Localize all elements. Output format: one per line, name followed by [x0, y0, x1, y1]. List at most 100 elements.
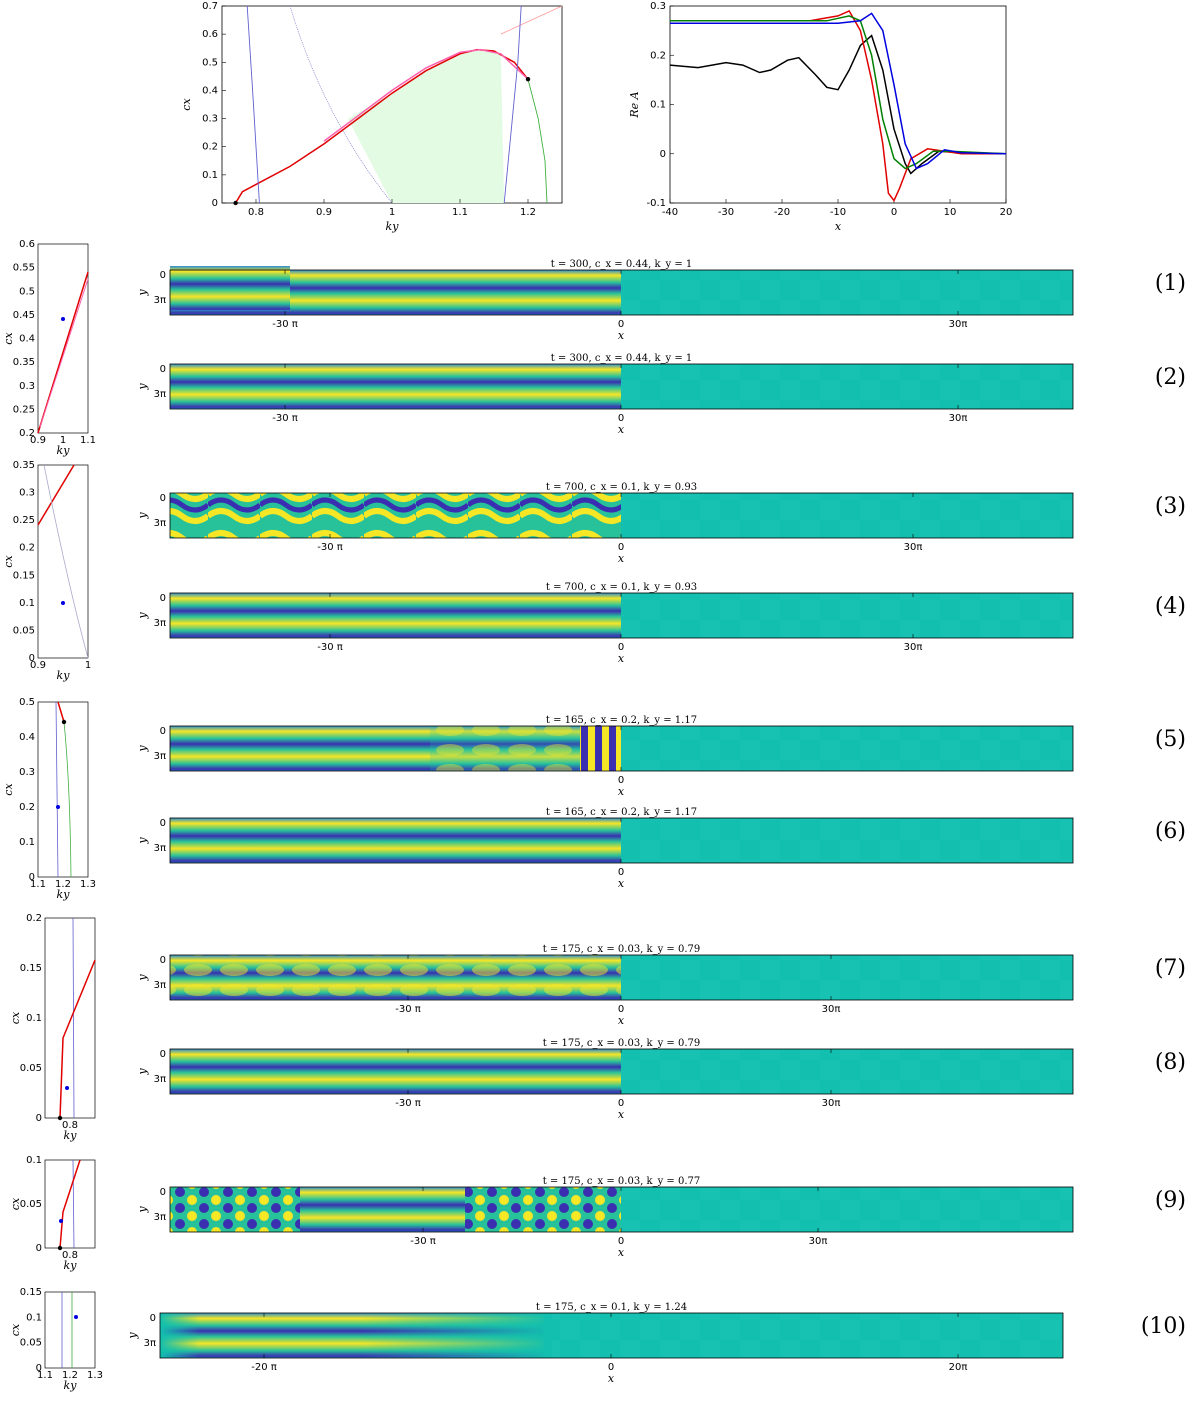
stripe-region	[465, 1187, 621, 1232]
x-tick-label: -10	[830, 207, 846, 218]
row-number: (5)	[1155, 727, 1186, 752]
x-tick-label: -20 π	[251, 1362, 277, 1373]
y-tick-label: 0.2	[202, 142, 218, 153]
x-tick-label: 0	[618, 867, 624, 878]
pattern-frame	[169, 592, 1074, 639]
pattern-frame	[169, 725, 1074, 772]
stripe-region	[170, 1049, 621, 1094]
series-line-2	[246, 5, 260, 204]
plot-area	[669, 5, 1007, 204]
x-tick-label: 0.8	[62, 1120, 78, 1131]
x-tick-label: 0	[618, 542, 624, 553]
x-tick-label: 0	[618, 1098, 624, 1109]
series-line	[55, 701, 59, 878]
x-tick-label: 0.8	[62, 1250, 78, 1261]
data-point	[61, 601, 65, 605]
series-line	[39, 278, 89, 428]
x-axis-label: x	[618, 1108, 625, 1121]
x-tick-label: -30 π	[272, 319, 298, 330]
y-axis-label: y	[136, 1068, 149, 1076]
series-line	[59, 1159, 81, 1249]
row-title: t = 300, c_x = 0.44, k_y = 1	[551, 259, 693, 270]
y-tick-label: -0.1	[646, 198, 666, 209]
y-tick-label: 0.3	[19, 767, 35, 778]
side-plot-area	[44, 1291, 96, 1369]
pattern-rows: t = 300, c_x = 0.44, k_y = 1 0 3π y -30 π 0 30…	[126, 259, 1186, 1385]
y-tick-label: 0.05	[20, 1199, 42, 1210]
series-line-3	[503, 5, 522, 204]
pattern-frame	[169, 954, 1074, 1001]
stripe-region	[170, 1187, 300, 1232]
y-tick-label: 0.55	[13, 263, 35, 274]
y-tick-label: 0	[29, 872, 35, 883]
side-chart: 0.2 0.25 0.3 0.35 0.4 0.45 0.5 0.55 0.6 0.9 1 1.1 ky…	[2, 239, 96, 457]
y-tick-label: 0.1	[650, 100, 666, 111]
x-tick-label: 0	[891, 207, 897, 218]
y-axis-label: y	[136, 974, 149, 982]
y-tick-label: 0.3	[650, 1, 666, 12]
y-tick-label: 0	[36, 1243, 42, 1254]
row-title: t = 175, c_x = 0.03, k_y = 0.77	[543, 1176, 701, 1187]
y-tick-label: 0.4	[202, 85, 218, 96]
stripe-region	[170, 726, 430, 771]
fade-overlay	[160, 1313, 200, 1358]
x-axis-label: x	[618, 877, 625, 890]
x-tick-label: -30 π	[395, 1004, 421, 1015]
row-title: t = 700, c_x = 0.1, k_y = 0.93	[546, 582, 697, 593]
x-tick-label: 0	[618, 642, 624, 653]
x-tick-label: 0	[618, 1236, 624, 1247]
x-tick-label: 30π	[949, 319, 968, 330]
x-tick-label: 1.3	[80, 879, 96, 890]
x-axis-label: x	[618, 552, 625, 565]
y-tick-label: 0.25	[13, 515, 35, 526]
row-title: t = 175, c_x = 0.03, k_y = 0.79	[543, 1038, 701, 1049]
pattern-row: t = 300, c_x = 0.44, k_y = 1 0 3π y -30 π 0 30…	[136, 353, 1186, 436]
row-number: (4)	[1155, 594, 1186, 619]
row-title: t = 165, c_x = 0.2, k_y = 1.17	[546, 715, 697, 726]
row-title: t = 175, c_x = 0.03, k_y = 0.79	[543, 944, 701, 955]
y-tick-label: 0.5	[19, 286, 35, 297]
pattern-row: t = 700, c_x = 0.1, k_y = 0.93 0 3π y -30 π 0…	[136, 482, 1186, 565]
y-tick-label: 0.1	[19, 598, 35, 609]
side-chart: 0 0.05 0.1 0.8ky cx	[9, 1155, 96, 1272]
y-tick-label: 0.25	[13, 404, 35, 415]
x-tick-label: 30π	[822, 1004, 841, 1015]
x-tick-label: 0.8	[248, 207, 264, 218]
series-line	[72, 1159, 75, 1249]
data-point	[59, 1219, 63, 1223]
tangent-line	[500, 5, 563, 35]
y-tick-label: 0.1	[26, 1013, 42, 1024]
y-tick-label: 0.5	[19, 697, 35, 708]
pattern-frame	[169, 817, 1074, 864]
pattern-frame	[169, 1048, 1074, 1095]
data-point	[56, 805, 60, 809]
stripe-region	[170, 818, 621, 863]
x-tick-label: -30 π	[272, 413, 298, 424]
y-tick-label: 0.35	[13, 460, 35, 471]
data-point	[61, 719, 67, 725]
pattern-row: t = 300, c_x = 0.44, k_y = 1 0 3π y -30 π 0 30…	[136, 259, 1186, 342]
x-tick-label: 30π	[822, 1098, 841, 1109]
y-axis-label: y	[136, 383, 149, 391]
y-tick-label: 0.4	[19, 732, 35, 743]
y-tick-label: 3π	[154, 1212, 166, 1223]
x-tick-label: 20	[1000, 207, 1013, 218]
y-axis-label: y	[136, 512, 149, 520]
y-tick-label: 0	[36, 1363, 42, 1374]
y-axis-label: y	[126, 1332, 139, 1340]
side-chart: 0 0.1 0.2 0.3 0.4 0.5 1.1 1.2 1.3 ky cx	[2, 697, 96, 901]
x-tick-label: -30 π	[317, 642, 343, 653]
y-tick-label: 0.05	[13, 625, 35, 636]
pattern-row: t = 175, c_x = 0.03, k_y = 0.79 0 3π y -30 π…	[136, 944, 1186, 1027]
stripe-region	[170, 493, 621, 538]
boundary-curve	[43, 464, 89, 659]
y-axis-label: y	[136, 1206, 149, 1214]
y-tick-label: 0.15	[13, 570, 35, 581]
x-axis-label: ky	[386, 220, 400, 233]
data-point	[57, 1245, 63, 1251]
y-tick-label: 0.2	[19, 543, 35, 554]
top-right-chart: -40 -30 -20 -10 0 10 20 -0.1 0 0.1 0.2 0.3 x Re A	[628, 1, 1012, 233]
pattern-frame	[169, 1186, 1074, 1233]
x-tick-label: 1.1	[452, 207, 468, 218]
